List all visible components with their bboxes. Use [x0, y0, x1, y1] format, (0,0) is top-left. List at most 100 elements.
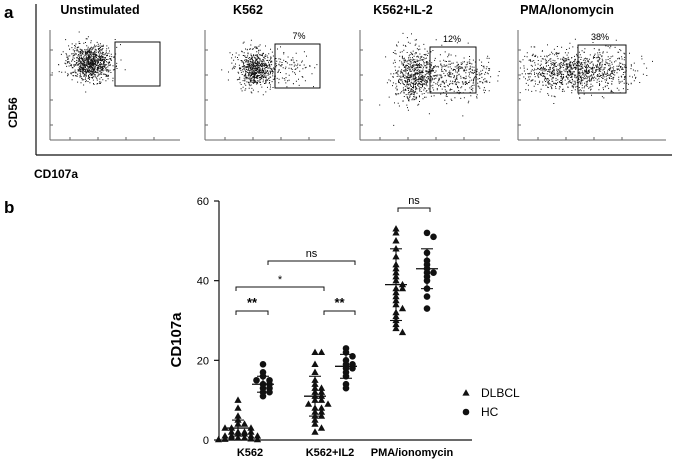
data-point-triangle — [398, 284, 407, 292]
significance-bracket — [235, 286, 325, 291]
significance-bracket — [397, 207, 431, 212]
flow-plot-2: 7% — [204, 30, 335, 141]
data-point-triangle — [214, 435, 223, 443]
data-point-triangle — [311, 428, 319, 435]
significance-label: * — [278, 274, 283, 286]
panel-a-xlabel: CD107a — [34, 167, 78, 181]
panel-a-ylabel: CD56 — [6, 97, 20, 128]
y-tick-label: 20 — [197, 355, 209, 367]
data-point-triangle — [221, 435, 229, 442]
data-point-circle — [423, 229, 431, 237]
flow-plot-title-1: Unstimulated — [60, 3, 139, 17]
legend: DLBCL HC — [462, 386, 520, 419]
flow-plots: 7% 12% 38% — [49, 30, 666, 141]
data-point-triangle — [247, 424, 255, 431]
flow-event-dots — [51, 31, 126, 93]
significance-label: ns — [408, 195, 420, 207]
flow-plot-title-2: K562 — [233, 3, 263, 17]
data-point-triangle — [234, 404, 242, 411]
legend-marker-circle — [462, 408, 470, 416]
x-categories: K562 K562+IL2 PMA/ionomycin — [237, 447, 454, 459]
data-point-triangle — [317, 424, 326, 431]
data-point-triangle — [311, 348, 319, 356]
flow-event-dots — [379, 32, 500, 126]
panel-b-dot-plot: CD107a 0 20 40 60 K562 K562+IL2 PMA/ionomycin… — [168, 195, 520, 459]
panel-a-flow-cytometry: CD56 CD107a Unstimulated K562 K562+IL-2 … — [6, 3, 672, 181]
data-point-circle — [430, 233, 437, 241]
data-points — [214, 225, 437, 443]
data-point-triangle — [317, 348, 326, 356]
flow-event-dots — [221, 39, 318, 96]
data-point-triangle — [234, 412, 242, 419]
y-tick-label: 60 — [197, 196, 209, 208]
data-point-triangle — [462, 389, 470, 396]
data-point-triangle — [392, 225, 400, 232]
data-point-circle — [259, 392, 267, 400]
y-axis-label: CD107a — [168, 312, 185, 368]
flow-plot-title-3: K562+IL-2 — [373, 3, 432, 17]
data-point-triangle — [392, 245, 400, 252]
significance-bracket — [267, 260, 356, 265]
data-point-triangle — [392, 324, 400, 332]
y-ticks: 0 20 40 60 — [197, 196, 219, 447]
flow-plot-title-4: PMA/Ionomycin — [520, 3, 614, 17]
data-point-circle — [423, 293, 431, 300]
data-point-circle — [266, 388, 273, 396]
gate-box — [429, 46, 477, 94]
data-point-triangle — [311, 360, 319, 367]
flow-events — [51, 31, 126, 93]
panel-a-label: a — [4, 3, 14, 22]
y-tick-label: 0 — [203, 435, 209, 447]
data-point-triangle — [234, 416, 242, 423]
data-point-triangle — [392, 229, 400, 236]
flow-events — [221, 39, 318, 96]
data-point-circle — [430, 269, 437, 277]
data-point-triangle — [317, 404, 326, 411]
data-point-triangle — [324, 400, 332, 407]
significance-bracket — [323, 310, 356, 315]
x-category-label: PMA/ionomycin — [371, 447, 454, 459]
flow-event-dots — [519, 38, 653, 104]
data-point-triangle — [311, 368, 319, 375]
x-category-label: K562 — [237, 447, 263, 459]
x-category-label: K562+IL2 — [306, 447, 355, 459]
data-point-triangle — [304, 400, 313, 407]
gate-box — [577, 44, 627, 94]
data-point-triangle — [317, 396, 326, 403]
gate-percent-label: 38% — [591, 32, 609, 42]
gate-box — [114, 41, 161, 87]
significance-bracket — [235, 310, 269, 315]
data-point-triangle — [247, 435, 255, 442]
y-tick-label: 40 — [197, 276, 209, 288]
data-point-triangle — [392, 320, 400, 328]
legend-entry-label: HC — [481, 405, 499, 419]
data-point-circle — [259, 361, 267, 368]
data-point-triangle — [398, 304, 407, 312]
data-point-triangle — [234, 434, 242, 441]
error-bars — [227, 248, 438, 437]
data-point-triangle — [253, 432, 262, 439]
data-point-triangle — [253, 435, 262, 443]
data-point-triangle — [317, 384, 326, 391]
data-point-triangle — [221, 424, 229, 431]
significance-label: ** — [247, 295, 258, 310]
data-point-triangle — [240, 430, 249, 437]
data-point-triangle — [317, 388, 326, 395]
data-point-triangle — [317, 412, 326, 419]
panel-b-label: b — [4, 198, 14, 217]
data-point-triangle — [234, 396, 242, 403]
legend-entry-label: DLBCL — [481, 386, 520, 400]
data-point-triangle — [392, 237, 400, 244]
flow-events — [519, 38, 653, 104]
flow-plot-4: 38% — [517, 30, 666, 141]
data-point-circle — [253, 376, 260, 384]
significance-label: ** — [334, 295, 345, 310]
data-point-triangle — [317, 408, 326, 415]
data-point-triangle — [311, 416, 319, 423]
gate-percent-label: 7% — [292, 31, 305, 41]
gate-percent-label: 12% — [443, 34, 461, 44]
data-point-circle — [342, 384, 350, 392]
data-point-triangle — [240, 420, 249, 427]
